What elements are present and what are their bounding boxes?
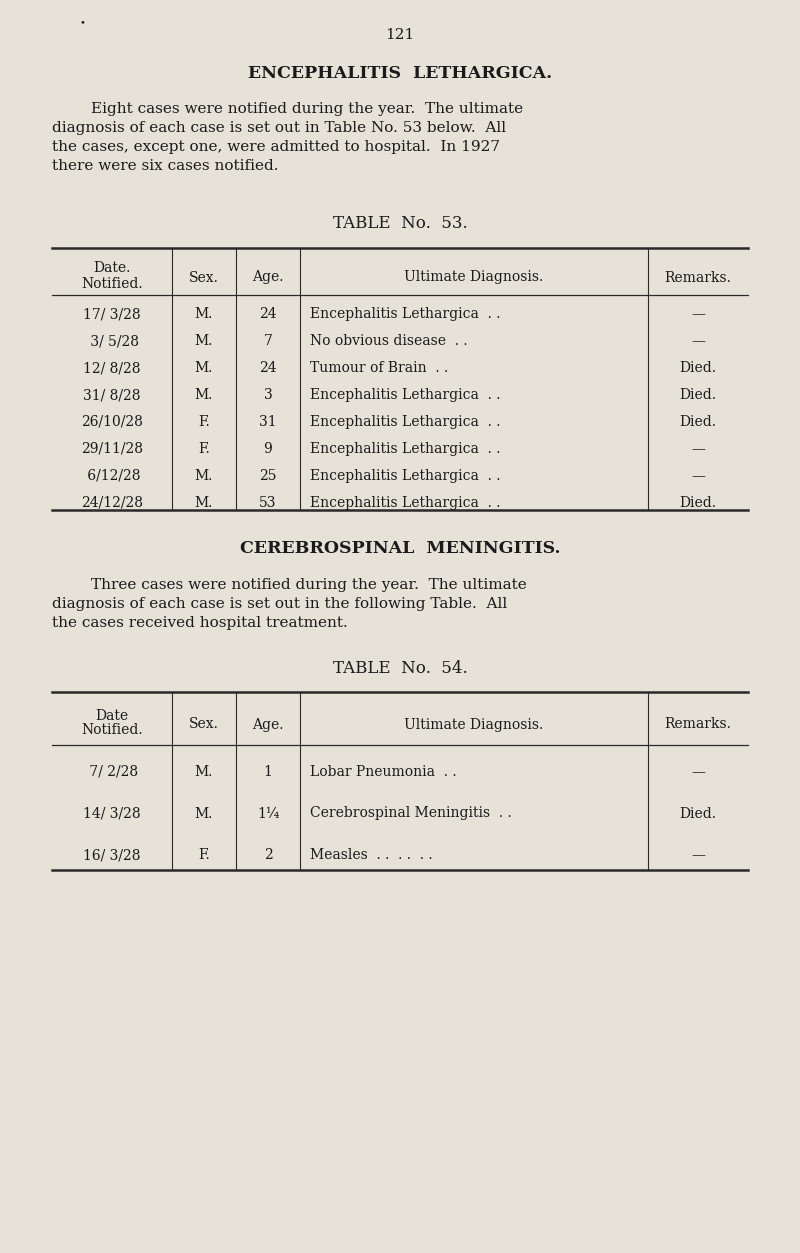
Text: 31: 31 [259, 415, 277, 429]
Text: Encephalitis Lethargica  . .: Encephalitis Lethargica . . [310, 307, 501, 322]
Text: 53: 53 [259, 496, 277, 510]
Text: 17/ 3/28: 17/ 3/28 [83, 307, 141, 322]
Text: —: — [691, 848, 705, 862]
Text: 24/12/28: 24/12/28 [81, 496, 143, 510]
Text: —: — [691, 442, 705, 456]
Text: —: — [691, 335, 705, 348]
Text: 3: 3 [264, 388, 272, 402]
Text: Notified.: Notified. [81, 277, 143, 291]
Text: Cerebrospinal Meningitis  . .: Cerebrospinal Meningitis . . [310, 807, 512, 821]
Text: 31/ 8/28: 31/ 8/28 [83, 388, 141, 402]
Text: 25: 25 [259, 469, 277, 482]
Text: Remarks.: Remarks. [665, 271, 731, 284]
Text: 1¼: 1¼ [257, 807, 279, 821]
Text: 16/ 3/28: 16/ 3/28 [83, 848, 141, 862]
Text: —: — [691, 307, 705, 322]
Text: 29/11/28: 29/11/28 [81, 442, 143, 456]
Text: Measles  . .  . .  . .: Measles . . . . . . [310, 848, 433, 862]
Text: Died.: Died. [679, 496, 717, 510]
Text: Sex.: Sex. [189, 271, 219, 284]
Text: •: • [79, 18, 85, 28]
Text: Date.: Date. [94, 262, 130, 276]
Text: 1: 1 [263, 764, 273, 779]
Text: 12/ 8/28: 12/ 8/28 [83, 361, 141, 375]
Text: M.: M. [195, 361, 213, 375]
Text: Notified.: Notified. [81, 723, 143, 738]
Text: Died.: Died. [679, 415, 717, 429]
Text: Tumour of Brain  . .: Tumour of Brain . . [310, 361, 448, 375]
Text: Three cases were notified during the year.  The ultimate: Three cases were notified during the yea… [52, 578, 526, 591]
Text: TABLE  No.  53.: TABLE No. 53. [333, 216, 467, 232]
Text: CEREBROSPINAL  MENINGITIS.: CEREBROSPINAL MENINGITIS. [240, 540, 560, 558]
Text: M.: M. [195, 469, 213, 482]
Text: M.: M. [195, 496, 213, 510]
Text: 6/12/28: 6/12/28 [83, 469, 141, 482]
Text: Ultimate Diagnosis.: Ultimate Diagnosis. [404, 271, 544, 284]
Text: the cases, except one, were admitted to hospital.  In 1927: the cases, except one, were admitted to … [52, 140, 500, 154]
Text: Encephalitis Lethargica  . .: Encephalitis Lethargica . . [310, 442, 501, 456]
Text: there were six cases notified.: there were six cases notified. [52, 159, 278, 173]
Text: Encephalitis Lethargica  . .: Encephalitis Lethargica . . [310, 388, 501, 402]
Text: —: — [691, 469, 705, 482]
Text: M.: M. [195, 388, 213, 402]
Text: —: — [691, 764, 705, 779]
Text: 9: 9 [264, 442, 272, 456]
Text: F.: F. [198, 848, 210, 862]
Text: Lobar Pneumonia  . .: Lobar Pneumonia . . [310, 764, 457, 779]
Text: Encephalitis Lethargica  . .: Encephalitis Lethargica . . [310, 496, 501, 510]
Text: F.: F. [198, 415, 210, 429]
Text: M.: M. [195, 335, 213, 348]
Text: F.: F. [198, 442, 210, 456]
Text: diagnosis of each case is set out in the following Table.  All: diagnosis of each case is set out in the… [52, 596, 507, 611]
Text: Encephalitis Lethargica  . .: Encephalitis Lethargica . . [310, 415, 501, 429]
Text: Remarks.: Remarks. [665, 718, 731, 732]
Text: 7/ 2/28: 7/ 2/28 [86, 764, 138, 779]
Text: ENCEPHALITIS  LETHARGICA.: ENCEPHALITIS LETHARGICA. [248, 65, 552, 81]
Text: 26/10/28: 26/10/28 [81, 415, 143, 429]
Text: the cases received hospital treatment.: the cases received hospital treatment. [52, 616, 348, 630]
Text: Eight cases were notified during the year.  The ultimate: Eight cases were notified during the yea… [52, 101, 523, 117]
Text: M.: M. [195, 764, 213, 779]
Text: Ultimate Diagnosis.: Ultimate Diagnosis. [404, 718, 544, 732]
Text: Age.: Age. [252, 718, 284, 732]
Text: Died.: Died. [679, 388, 717, 402]
Text: Age.: Age. [252, 271, 284, 284]
Text: Date: Date [95, 708, 129, 723]
Text: 3/ 5/28: 3/ 5/28 [86, 335, 138, 348]
Text: No obvious disease  . .: No obvious disease . . [310, 335, 468, 348]
Text: 2: 2 [264, 848, 272, 862]
Text: M.: M. [195, 307, 213, 322]
Text: Encephalitis Lethargica  . .: Encephalitis Lethargica . . [310, 469, 501, 482]
Text: Sex.: Sex. [189, 718, 219, 732]
Text: diagnosis of each case is set out in Table No. 53 below.  All: diagnosis of each case is set out in Tab… [52, 122, 506, 135]
Text: 14/ 3/28: 14/ 3/28 [83, 807, 141, 821]
Text: 7: 7 [263, 335, 273, 348]
Text: M.: M. [195, 807, 213, 821]
Text: Died.: Died. [679, 361, 717, 375]
Text: 24: 24 [259, 307, 277, 322]
Text: 24: 24 [259, 361, 277, 375]
Text: TABLE  No.  54.: TABLE No. 54. [333, 660, 467, 677]
Text: 121: 121 [386, 28, 414, 43]
Text: Died.: Died. [679, 807, 717, 821]
